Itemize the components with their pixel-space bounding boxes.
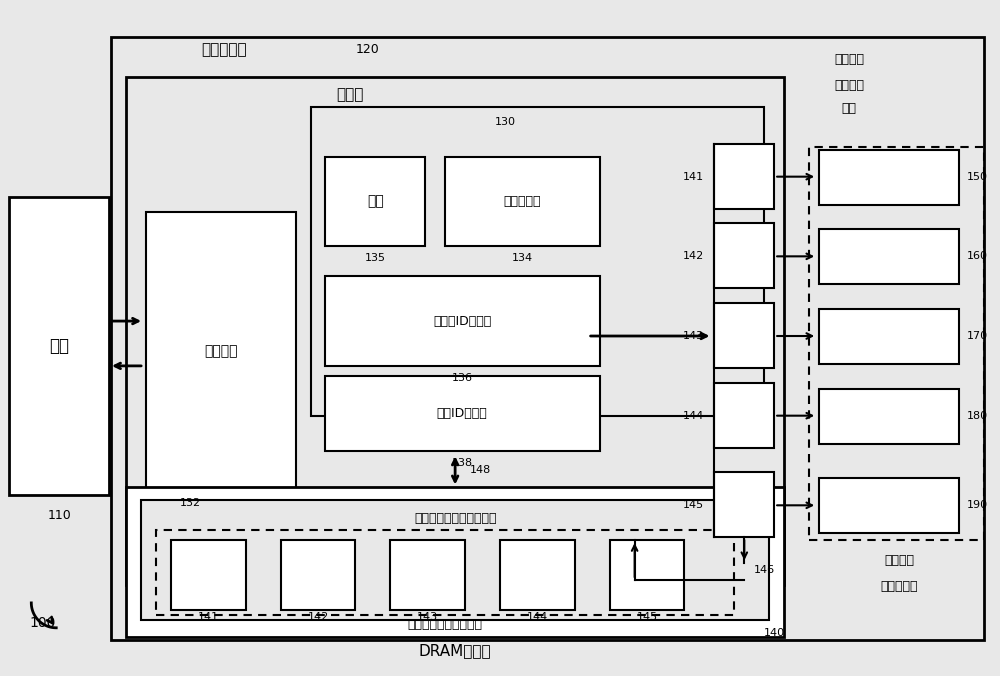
Text: 独立磁盘冗余阵列缓冲器: 独立磁盘冗余阵列缓冲器 <box>414 512 496 525</box>
Text: 142: 142 <box>307 612 329 622</box>
Text: 110: 110 <box>47 509 71 522</box>
Text: 冗余阵列: 冗余阵列 <box>834 78 864 91</box>
Text: 120: 120 <box>355 43 379 55</box>
FancyBboxPatch shape <box>9 197 109 496</box>
Text: 100: 100 <box>29 616 56 630</box>
Text: 170: 170 <box>967 331 988 341</box>
FancyBboxPatch shape <box>714 383 774 448</box>
FancyBboxPatch shape <box>325 376 600 450</box>
Text: 148: 148 <box>470 466 491 475</box>
FancyBboxPatch shape <box>281 540 355 610</box>
Text: 存储器装置: 存储器装置 <box>880 581 918 594</box>
FancyBboxPatch shape <box>610 540 684 610</box>
Text: 140: 140 <box>764 628 785 637</box>
Text: 134: 134 <box>511 254 533 264</box>
Text: 重构ID缓冲器: 重构ID缓冲器 <box>437 407 487 420</box>
FancyBboxPatch shape <box>126 77 784 585</box>
FancyBboxPatch shape <box>500 540 575 610</box>
FancyBboxPatch shape <box>445 157 600 246</box>
FancyBboxPatch shape <box>141 500 769 620</box>
FancyBboxPatch shape <box>714 224 774 288</box>
Text: 135: 135 <box>365 254 386 264</box>
FancyBboxPatch shape <box>714 144 774 208</box>
FancyBboxPatch shape <box>819 229 959 284</box>
FancyBboxPatch shape <box>714 473 774 537</box>
Text: 143: 143 <box>417 612 438 622</box>
Text: 160: 160 <box>967 251 988 262</box>
Text: 143: 143 <box>683 331 704 341</box>
Text: 180: 180 <box>967 411 988 420</box>
Text: 138: 138 <box>452 458 473 468</box>
Text: 141: 141 <box>198 612 219 622</box>
Text: DRAM缓冲器: DRAM缓冲器 <box>419 643 491 658</box>
Text: 异或: 异或 <box>367 195 384 209</box>
FancyBboxPatch shape <box>126 487 784 637</box>
FancyBboxPatch shape <box>390 540 465 610</box>
Text: 数据重构器: 数据重构器 <box>503 195 541 208</box>
Text: 190: 190 <box>967 500 988 510</box>
FancyBboxPatch shape <box>714 303 774 368</box>
Text: 独立磁盘: 独立磁盘 <box>834 53 864 66</box>
Text: 144: 144 <box>683 411 704 420</box>
Text: 固态驱动器: 固态驱动器 <box>201 42 246 57</box>
FancyBboxPatch shape <box>171 540 246 610</box>
Text: 控制器: 控制器 <box>337 87 364 103</box>
FancyBboxPatch shape <box>111 37 984 639</box>
Text: 144: 144 <box>527 612 548 622</box>
Text: 142: 142 <box>683 251 704 262</box>
Text: 上下文ID缓冲器: 上下文ID缓冲器 <box>433 314 491 328</box>
Text: 主机: 主机 <box>49 337 69 355</box>
FancyBboxPatch shape <box>819 479 959 533</box>
FancyBboxPatch shape <box>325 157 425 246</box>
Text: 独立磁盘冗余阵列条带: 独立磁盘冗余阵列条带 <box>408 619 483 631</box>
Text: 150: 150 <box>967 172 988 182</box>
Text: 145: 145 <box>637 612 658 622</box>
FancyBboxPatch shape <box>819 389 959 443</box>
FancyBboxPatch shape <box>819 309 959 364</box>
Text: 136: 136 <box>452 373 473 383</box>
Text: 非易失性: 非易失性 <box>884 554 914 566</box>
FancyBboxPatch shape <box>146 212 296 490</box>
FancyBboxPatch shape <box>819 150 959 205</box>
Text: 接收模块: 接收模块 <box>204 344 238 358</box>
Text: 条带: 条带 <box>842 103 857 116</box>
Text: 146: 146 <box>754 565 775 575</box>
Text: 130: 130 <box>494 117 515 127</box>
Text: 141: 141 <box>683 172 704 182</box>
Text: 132: 132 <box>180 498 201 508</box>
FancyBboxPatch shape <box>311 107 764 416</box>
Text: 145: 145 <box>683 500 704 510</box>
FancyBboxPatch shape <box>325 376 600 401</box>
FancyBboxPatch shape <box>325 276 600 366</box>
